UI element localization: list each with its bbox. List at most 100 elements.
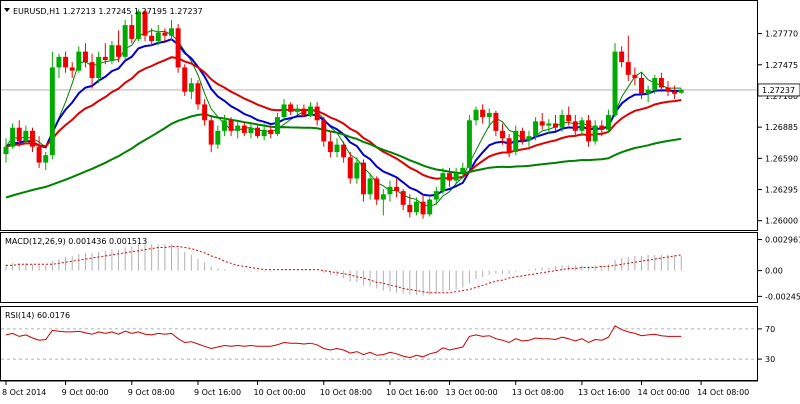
- candle-body: [122, 25, 128, 57]
- candle-body: [473, 109, 479, 121]
- candle-body: [63, 56, 69, 68]
- candle-body: [625, 62, 631, 75]
- candle-body: [506, 138, 512, 152]
- x-tick-label: 14 Oct 08:00: [697, 388, 749, 397]
- candle-body: [486, 112, 492, 118]
- dropdown-triangle-icon[interactable]: [4, 8, 10, 12]
- candle-body: [334, 144, 340, 152]
- macd-layer: 0.002961 0.00 -0.002456: [5, 236, 800, 301]
- candle-body: [347, 157, 353, 179]
- candle-body: [453, 173, 459, 181]
- price-y-tick-label: 1.26590: [765, 154, 798, 163]
- candle-body: [427, 199, 433, 215]
- x-tick-label: 10 Oct 08:00: [320, 388, 372, 397]
- candle-body: [652, 78, 658, 90]
- candle-body: [513, 130, 519, 152]
- candle-body: [228, 120, 234, 131]
- candle-body: [169, 28, 174, 36]
- macd-title: MACD(12,26,9) 0.001436 0.001513: [5, 237, 147, 246]
- x-axis: 8 Oct 2014 9 Oct 00:00 9 Oct 08:00 9 Oct 16…: [2, 381, 749, 397]
- rsi-y-tick-label: 30: [765, 355, 775, 364]
- candle-body: [612, 51, 618, 115]
- candle-body: [56, 56, 62, 68]
- price-title-group: EURUSD,H1 1.27213 1.27245 1.27195 1.2723…: [4, 7, 203, 16]
- candle-body: [586, 120, 592, 142]
- candle-body: [327, 141, 333, 152]
- candle-body: [394, 186, 400, 192]
- candle-body: [440, 173, 446, 192]
- candle-body: [466, 120, 472, 168]
- price-y-tick-label: 1.26295: [765, 186, 798, 195]
- candle-body: [116, 45, 122, 57]
- candle-body: [308, 106, 314, 115]
- x-tick-label: 9 Oct 00:00: [62, 388, 109, 397]
- candle-body: [447, 173, 453, 181]
- candle-body: [566, 115, 572, 122]
- price-y-tick-label: 1.27475: [765, 61, 798, 70]
- candle-body: [354, 162, 360, 179]
- candle-body: [241, 125, 247, 133]
- price-chart-title: EURUSD,H1 1.27213 1.27245 1.27195 1.2723…: [13, 7, 203, 16]
- candle-body: [102, 56, 108, 61]
- current-price-label: 1.27237: [762, 86, 795, 95]
- price-panel-frame: [0, 0, 758, 231]
- candle-body: [533, 121, 539, 137]
- macd-y-tick-label: -0.002456: [765, 292, 800, 301]
- candle-body: [360, 162, 366, 195]
- price-y-tick-label: 1.27770: [765, 30, 798, 39]
- candle-body: [592, 125, 598, 142]
- macd-panel-frame: [0, 232, 758, 303]
- candle-body: [255, 127, 261, 137]
- x-tick-label: 10 Oct 16:00: [386, 388, 438, 397]
- candle-body: [129, 25, 135, 39]
- candle-body: [221, 120, 227, 131]
- candle-body: [413, 201, 419, 213]
- candle-body: [235, 125, 241, 131]
- candle-body: [288, 104, 294, 112]
- rsi-panel-frame: [0, 306, 758, 381]
- candle-body: [23, 130, 29, 142]
- candle-body: [10, 127, 16, 147]
- candle-body: [162, 32, 168, 36]
- candle-body: [480, 109, 486, 118]
- candle-body: [182, 67, 188, 92]
- candle-body: [274, 117, 280, 135]
- ma-line-blue: [5, 38, 682, 197]
- candle-body: [69, 67, 75, 71]
- current-price-box: [757, 83, 800, 97]
- x-tick-label: 13 Oct 00:00: [446, 388, 498, 397]
- candle-body: [142, 11, 148, 36]
- price-y-tick-label: 1.27180: [765, 92, 798, 101]
- price-y-tick-label: 1.26000: [765, 217, 798, 226]
- candle-body: [96, 56, 102, 78]
- candle-body: [367, 178, 373, 195]
- price-layer: 1.27770 1.27475 1.27180 1.26885 1.26590 1.262…: [1, 9, 800, 226]
- candle-body: [632, 74, 638, 78]
- candle-body: [546, 123, 552, 126]
- rsi-title: RSI(14) 60.0176: [5, 311, 70, 320]
- candle-body: [215, 130, 221, 145]
- candle-body: [579, 120, 585, 131]
- x-tick-label: 13 Oct 16:00: [578, 388, 630, 397]
- candle-body: [420, 201, 426, 215]
- candle-body: [202, 104, 208, 121]
- candle-body: [519, 130, 525, 141]
- candle-body: [89, 62, 95, 78]
- candle-body: [301, 108, 307, 115]
- candle-body: [149, 35, 155, 41]
- x-tick-label: 9 Oct 16:00: [194, 388, 241, 397]
- macd-signal-line: [6, 246, 682, 294]
- rsi-y-tick-label: 70: [765, 325, 775, 334]
- price-y-tick-label: 1.26885: [765, 123, 798, 132]
- x-tick-label: 8 Oct 2014: [2, 388, 46, 397]
- macd-y-tick-label: 0.002961: [765, 236, 800, 245]
- candle-body: [665, 87, 671, 92]
- candle-body: [29, 130, 35, 147]
- candle-body: [552, 123, 558, 128]
- candle-body: [639, 78, 645, 94]
- x-tick-label: 10 Oct 00:00: [254, 388, 306, 397]
- candle-body: [16, 127, 22, 142]
- candle-body: [500, 130, 505, 139]
